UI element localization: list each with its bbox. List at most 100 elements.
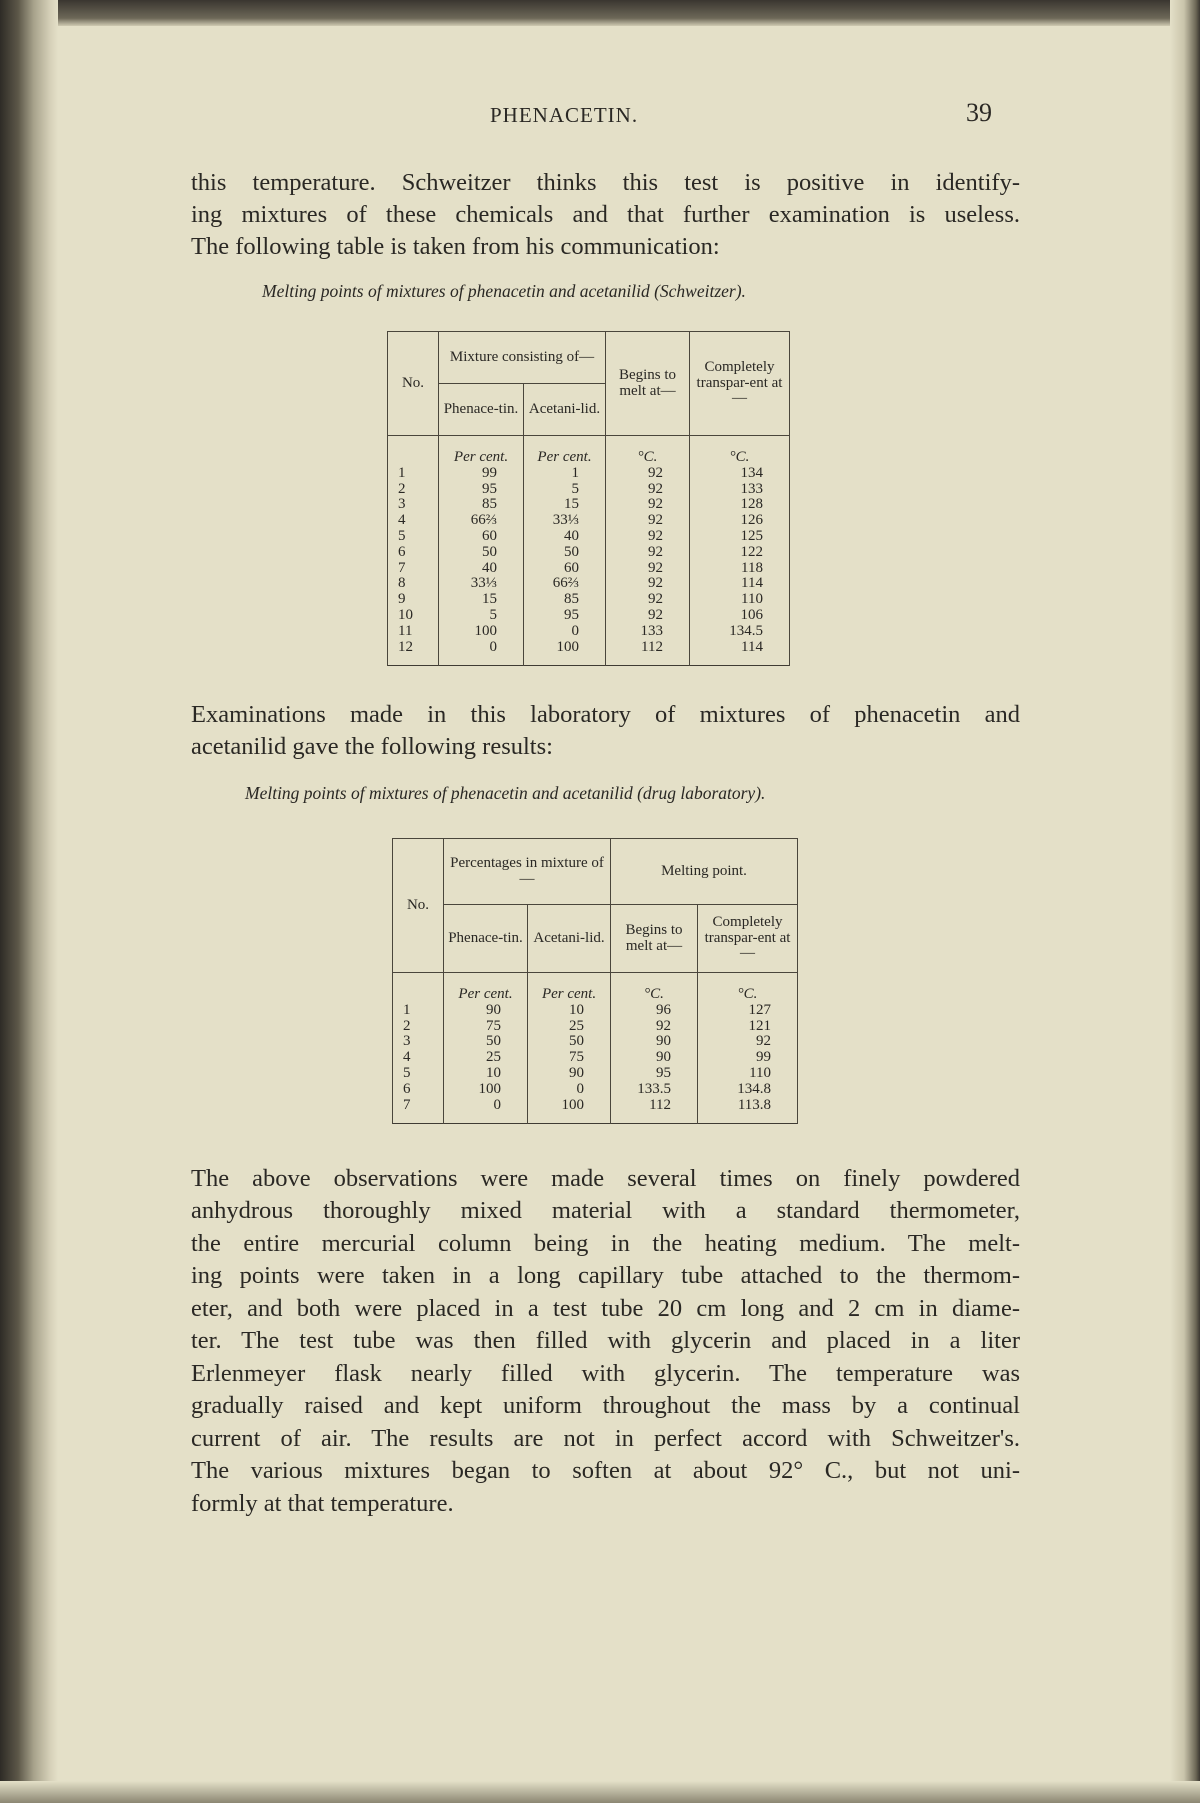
table1-cell: 133 [605,623,690,640]
table1-cell: 128 [689,497,790,514]
table1-cell: 100 [523,639,606,666]
table1-row: 4 66⅔ 33⅓ 92 126 [387,512,790,529]
table1-cell: 0 [523,623,606,640]
table1-cell: 114 [689,639,790,666]
page-number: 39 [966,98,992,127]
table2-unit-cell: Per cent. [526,972,612,1003]
paragraph3-line: current of air. The results are not in p… [191,1425,1020,1452]
table1-cell: 133 [689,481,790,498]
table1-cell: 5 [387,528,439,545]
table2-cell: 0 [443,1097,528,1124]
paragraph3-line: The various mixtures began to soften at … [191,1457,1020,1484]
table1-cell: 134 [689,465,790,482]
table1-cell: 85 [523,591,606,608]
table2-row: 5 10 90 95 110 [392,1065,799,1082]
table2-cell: 6 [392,1081,444,1098]
table1-cell: 7 [387,560,439,577]
table2-cell: 7 [392,1097,444,1124]
table2-header-no: No. [392,838,444,973]
paragraph3-line: Erlenmeyer flask nearly filled with glyc… [191,1360,1020,1387]
table2-cell: 50 [443,1034,528,1051]
table1-row: 7 40 60 92 118 [387,560,790,577]
table1-cell: 4 [387,512,439,529]
table1-cell: 92 [605,576,690,593]
table2: No. Percentages in mixture of— Melting p… [392,838,799,1125]
table1-cell: 100 [438,623,524,640]
table2-cell: 1 [392,1002,444,1019]
table1-cell: 114 [689,576,790,593]
table1-cell: 5 [438,607,524,624]
table1-cell: 92 [605,481,690,498]
table2-unit-cell: °C. [610,972,699,1003]
table2-header-phenacetin: Phenace-tin. [443,904,528,973]
table1-cell: 134.5 [689,623,790,640]
scan-right-edge [1170,0,1200,1803]
table1-cell: 125 [689,528,790,545]
table2-cell: 100 [526,1097,612,1124]
table2-cell: 110 [697,1065,799,1082]
table2-cell: 50 [526,1034,612,1051]
table1-cell: 110 [689,591,790,608]
paragraph3-line: the entire mercurial column being in the… [191,1230,1020,1257]
table2-unit-cell: °C. [697,972,799,1003]
table1-cell: 92 [605,607,690,624]
table2-cell: 25 [526,1018,612,1035]
table2-cell: 25 [443,1049,528,1066]
table1-caption: Melting points of mixtures of phenacetin… [262,281,746,301]
table2-row: 7 0 100 112 113.8 [392,1097,799,1124]
table2-units-row: Per cent. Per cent. °C. °C. [392,972,799,1003]
table2-row: 1 90 10 96 127 [392,1002,799,1019]
table1-header-mixture: Mixture consisting of— [438,331,606,384]
table2-row: 6 100 0 133.5 134.8 [392,1081,799,1098]
table1-row: 9 15 85 92 110 [387,591,790,608]
table2-header-melting-point: Melting point. [610,838,799,905]
table2-cell: 134.8 [697,1081,799,1098]
table1-cell: 50 [523,544,606,561]
paragraph2-line: Examinations made in this laboratory of … [191,701,1020,728]
table1-cell: 92 [605,528,690,545]
table2-header-begins: Begins to melt at— [610,904,699,973]
table1-row: 5 60 40 92 125 [387,528,790,545]
table1-row: 3 85 15 92 128 [387,497,790,514]
table1-row: 11 100 0 133 134.5 [387,623,790,640]
table1-cell: 92 [605,465,690,482]
table1-row: 8 33⅓ 66⅔ 92 114 [387,576,790,593]
table2-cell: 113.8 [697,1097,799,1124]
table1-row: 2 95 5 92 133 [387,481,790,498]
paragraph3-line: gradually raised and kept uniform throug… [191,1392,1020,1419]
table1-cell: 66⅔ [438,512,524,529]
paragraph3-line: The above observations were made several… [191,1165,1020,1192]
table2-cell: 90 [610,1034,699,1051]
table2-cell: 92 [697,1034,799,1051]
table1-row: 1 99 1 92 134 [387,465,790,482]
paragraph2-line: acetanilid gave the following results: [191,733,553,760]
table1-cell: 122 [689,544,790,561]
table2-cell: 127 [697,1002,799,1019]
paragraph3-line: anhydrous thoroughly mixed material with… [191,1197,1020,1224]
table1-header-transparent: Completely transpar-ent at— [689,331,790,436]
table1-unit-cell: °C. [689,435,790,466]
table1-cell: 9 [387,591,439,608]
table2-cell: 121 [697,1018,799,1035]
table1-cell: 95 [523,607,606,624]
table2-row: 3 50 50 90 92 [392,1034,799,1051]
table2-cell: 75 [526,1049,612,1066]
paragraph1-line: The following table is taken from his co… [191,233,720,260]
table2-cell: 90 [610,1049,699,1066]
table1-header-begins: Begins to melt at— [605,331,690,436]
table1-unit-cell: Per cent. [438,435,524,466]
table1-cell: 33⅓ [523,512,606,529]
table1-cell: 2 [387,481,439,498]
table1-unit-cell: °C. [605,435,690,466]
table2-cell: 75 [443,1018,528,1035]
table2-cell: 90 [443,1002,528,1019]
table1-cell: 15 [438,591,524,608]
table1-cell: 92 [605,591,690,608]
table2-cell: 133.5 [610,1081,699,1098]
running-head: PHENACETIN. [490,103,639,127]
scan-top-edge [0,0,1200,26]
table2-cell: 92 [610,1018,699,1035]
table1-cell: 92 [605,497,690,514]
table1-header-no: No. [387,331,439,436]
scan-bottom-edge [0,1781,1200,1803]
